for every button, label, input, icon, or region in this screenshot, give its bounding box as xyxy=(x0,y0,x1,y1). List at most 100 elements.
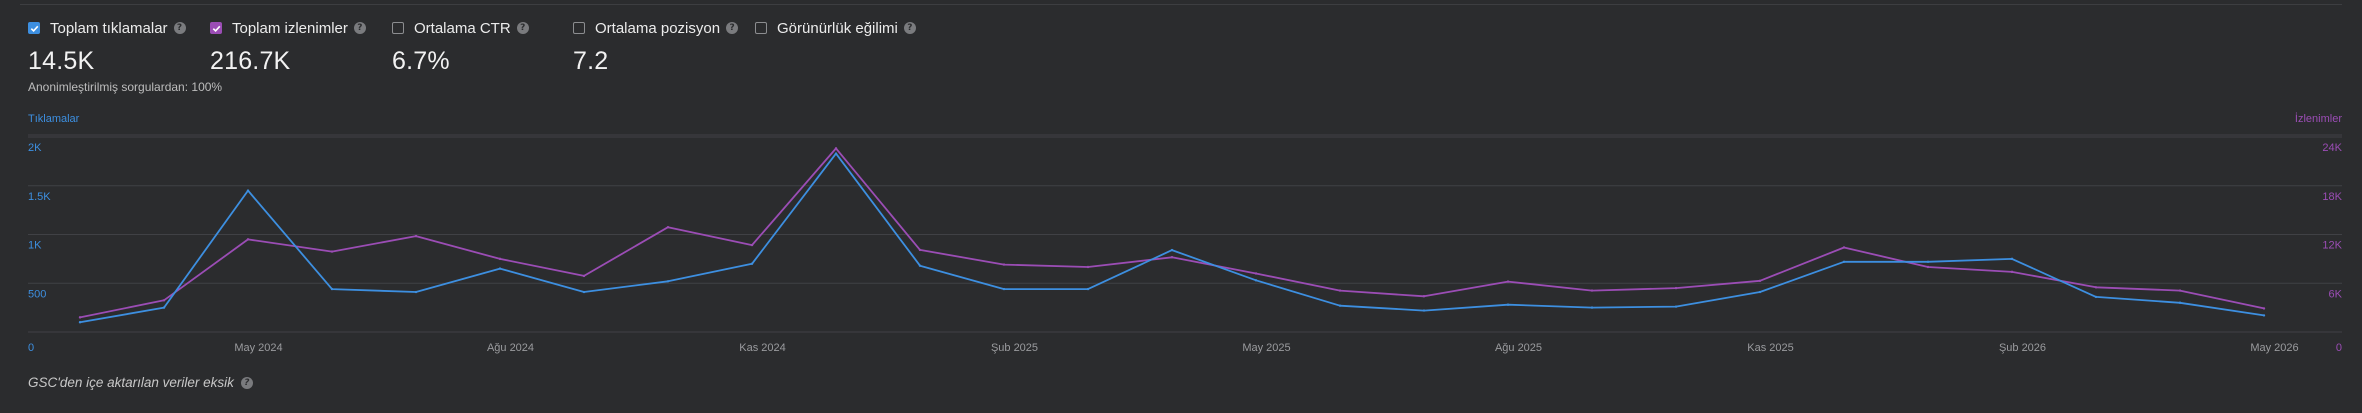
impressions-point xyxy=(918,248,922,252)
metric-clicks[interactable]: Toplam tıklamalar ? 14.5K xyxy=(28,18,186,76)
impressions-point xyxy=(2010,270,2014,274)
clicks-value: 14.5K xyxy=(28,47,95,75)
impressions-point xyxy=(246,238,250,241)
help-icon[interactable]: ? xyxy=(353,22,366,34)
x-tick-label: May 2024 xyxy=(234,342,282,354)
clicks-point xyxy=(498,267,502,270)
clicks-point xyxy=(582,290,586,294)
footer-note-row: GSC'den içe aktarılan veriler eksik ? xyxy=(28,375,253,390)
left-tick-label: 2K xyxy=(28,142,42,154)
position-value: 7.2 xyxy=(573,47,609,75)
x-tick-label: Kas 2025 xyxy=(1747,342,1793,354)
clicks-point xyxy=(2094,295,2098,299)
help-icon[interactable]: ? xyxy=(726,22,739,34)
x-tick-label: Kas 2024 xyxy=(739,342,785,354)
position-label: Ortalama pozisyon xyxy=(595,19,721,37)
impressions-checkbox[interactable] xyxy=(210,22,222,34)
impressions-point xyxy=(666,225,670,229)
x-tick-label: May 2025 xyxy=(1242,342,1290,354)
clicks-point xyxy=(1674,305,1678,308)
impressions-point xyxy=(2178,289,2182,292)
clicks-point xyxy=(2262,314,2266,317)
x-tick-label: Ağu 2025 xyxy=(1495,342,1542,354)
help-icon[interactable]: ? xyxy=(903,22,916,34)
clicks-point xyxy=(414,290,418,294)
left-tick-label: 500 xyxy=(28,288,46,300)
x-tick-label: May 2026 xyxy=(2250,342,2298,354)
help-icon[interactable]: ? xyxy=(516,22,529,34)
clicks-point xyxy=(330,287,334,291)
clicks-point xyxy=(1254,279,1258,282)
right-tick-label: 18K xyxy=(2322,191,2342,203)
ctr-value: 6.7% xyxy=(392,47,450,75)
clicks-point xyxy=(1506,303,1510,306)
impressions-point xyxy=(2094,286,2098,289)
metric-ctr[interactable]: Ortalama CTR ? 6.7% xyxy=(392,18,529,76)
impressions-point xyxy=(1590,289,1594,292)
impressions-point xyxy=(1926,265,1930,269)
clicks-point xyxy=(1590,306,1594,309)
anonymized-note: Anonimleştirilmiş sorgulardan: 100% xyxy=(28,80,223,94)
visibility-label: Görünürlük eğilimi xyxy=(777,19,898,37)
clicks-label: Toplam tıklamalar xyxy=(50,19,168,37)
clicks-checkbox[interactable] xyxy=(28,22,40,34)
impressions-point xyxy=(1338,289,1342,292)
left-tick-label: 1.5K xyxy=(28,191,51,203)
impressions-point xyxy=(1842,246,1846,249)
impressions-value: 216.7K xyxy=(210,47,291,75)
clicks-point xyxy=(1758,290,1762,294)
clicks-point xyxy=(246,189,250,192)
impressions-point xyxy=(2262,307,2266,310)
clicks-point xyxy=(1002,287,1006,291)
help-icon[interactable]: ? xyxy=(240,376,253,389)
clicks-point xyxy=(162,306,166,309)
metric-position[interactable]: Ortalama pozisyon ? 7.2 xyxy=(573,18,739,76)
ctr-checkbox[interactable] xyxy=(392,22,404,34)
impressions-point xyxy=(1002,263,1006,266)
clicks-point xyxy=(1926,260,1930,263)
right-tick-label: 6K xyxy=(2329,288,2343,300)
clicks-point xyxy=(1422,309,1426,312)
left-axis-title: Tıklamalar xyxy=(28,113,80,125)
metric-impressions[interactable]: Toplam izlenimler ? 216.7K xyxy=(210,18,366,76)
x-tick-label: Şub 2026 xyxy=(1999,342,2046,354)
clicks-point xyxy=(750,262,754,265)
impressions-point xyxy=(162,299,166,302)
top-divider xyxy=(20,0,2342,5)
impressions-point xyxy=(1758,279,1762,283)
impressions-point xyxy=(834,147,838,150)
clicks-point xyxy=(834,152,838,155)
x-tick-label: Ağu 2024 xyxy=(487,342,534,354)
right-tick-label: 0 xyxy=(2336,342,2342,354)
impressions-point xyxy=(750,243,754,247)
impressions-point xyxy=(1254,272,1258,275)
clicks-point xyxy=(1338,304,1342,307)
impressions-point xyxy=(1422,295,1426,298)
left-tick-label: 1K xyxy=(28,240,42,252)
metric-visibility[interactable]: Görünürlük eğilimi ? xyxy=(755,18,916,38)
clicks-point xyxy=(1842,260,1846,263)
impressions-point xyxy=(1170,256,1174,259)
clicks-point xyxy=(78,321,82,324)
right-axis-title: İzlenimler xyxy=(2295,112,2342,125)
x-tick-label: Şub 2025 xyxy=(991,342,1038,354)
impressions-point xyxy=(330,250,334,253)
clicks-point xyxy=(1086,287,1090,291)
help-icon[interactable]: ? xyxy=(173,22,186,34)
clicks-point xyxy=(2178,301,2182,304)
impressions-point xyxy=(78,316,82,319)
position-checkbox[interactable] xyxy=(573,22,585,34)
right-tick-label: 12K xyxy=(2322,240,2342,252)
impressions-point xyxy=(414,234,418,238)
right-tick-label: 24K xyxy=(2322,142,2342,154)
check-icon xyxy=(212,25,220,32)
clicks-point xyxy=(2010,257,2014,261)
left-tick-label: 0 xyxy=(28,342,34,354)
impressions-label: Toplam izlenimler xyxy=(232,19,348,37)
visibility-checkbox[interactable] xyxy=(755,22,767,34)
impressions-point xyxy=(1506,280,1510,283)
impressions-point xyxy=(498,257,502,261)
footer-note: GSC'den içe aktarılan veriler eksik xyxy=(28,375,234,390)
